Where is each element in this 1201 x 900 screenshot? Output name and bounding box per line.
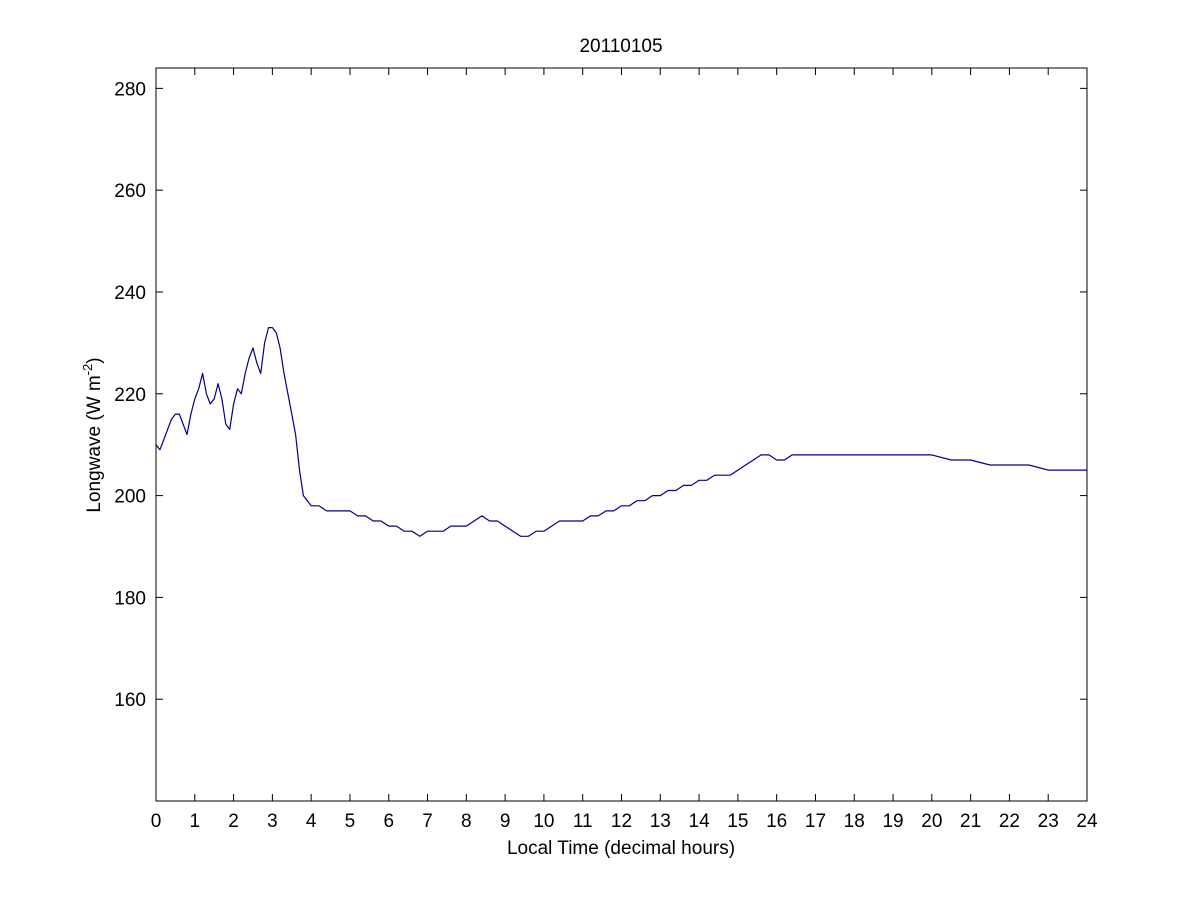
x-tick-label: 2 <box>228 811 239 832</box>
x-tick-label: 19 <box>882 811 903 832</box>
x-tick-label: 10 <box>533 811 554 832</box>
x-tick-label: 3 <box>267 811 278 832</box>
x-tick-label: 0 <box>151 811 162 832</box>
y-tick-label: 180 <box>114 588 146 609</box>
x-tick-label: 14 <box>689 811 711 832</box>
x-tick-label: 8 <box>461 811 472 832</box>
y-tick-label: 260 <box>114 181 146 202</box>
x-tick-label: 6 <box>383 811 394 832</box>
x-tick-label: 18 <box>844 811 865 832</box>
y-tick-label: 240 <box>114 283 146 304</box>
x-tick-label: 9 <box>500 811 511 832</box>
y-tick-label: 220 <box>114 385 146 406</box>
x-tick-label: 23 <box>1038 811 1059 832</box>
x-tick-label: 11 <box>573 811 593 832</box>
plot-data <box>155 327 1087 537</box>
x-tick-label: 12 <box>611 811 632 832</box>
y-axis-label-main: Longwave (W m <box>84 375 105 512</box>
x-tick-label: 24 <box>1076 811 1098 832</box>
x-tick-label: 5 <box>345 811 356 832</box>
x-tick-label: 4 <box>306 811 317 832</box>
x-tick-label: 1 <box>190 811 201 832</box>
y-axis-label-close: ) <box>84 357 105 363</box>
x-tick-label: 16 <box>766 811 787 832</box>
x-tick-label: 20 <box>921 811 942 832</box>
x-tick-label: 15 <box>727 811 748 832</box>
x-tick-label: 17 <box>805 811 826 832</box>
chart-title: 20110105 <box>579 36 662 57</box>
x-tick-label: 22 <box>999 811 1020 832</box>
y-axis-label-exponent: -2 <box>80 364 95 376</box>
x-axis-label: Local Time (decimal hours) <box>507 838 735 859</box>
x-tick-label: 7 <box>422 811 433 832</box>
y-tick-label: 280 <box>114 79 146 100</box>
plot-area-frame <box>155 67 1088 802</box>
y-tick-label: 160 <box>114 690 146 711</box>
x-tick-label: 13 <box>650 811 671 832</box>
axis-ticks: 0 1 2 3 4 5 6 7 8 9 10 11 12 13 14 15 16 17 18 19 20 21 22 23 24… <box>114 68 1098 832</box>
y-tick-label: 200 <box>114 487 146 508</box>
longwave-series-line <box>155 327 1087 537</box>
y-axis-label: Longwave (W m-2) <box>80 357 105 512</box>
x-tick-label: 21 <box>960 811 981 832</box>
